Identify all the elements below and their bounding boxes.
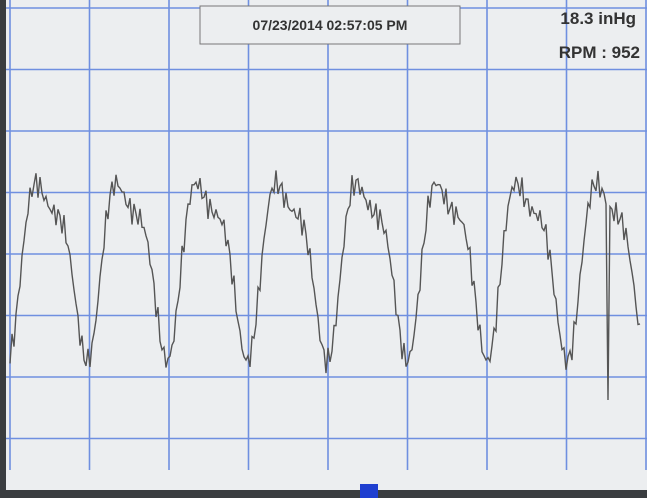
scroll-marker [360,484,378,498]
page: 07/23/2014 02:57:05 PM 18.3 inHg RPM : 9… [0,0,647,498]
timestamp: 07/23/2014 02:57:05 PM [253,17,408,33]
display [6,0,647,490]
rpm-readout: RPM : 952 [559,43,640,62]
screen: 07/23/2014 02:57:05 PM 18.3 inHg RPM : 9… [0,0,647,498]
pressure-readout: 18.3 inHg [560,9,636,28]
